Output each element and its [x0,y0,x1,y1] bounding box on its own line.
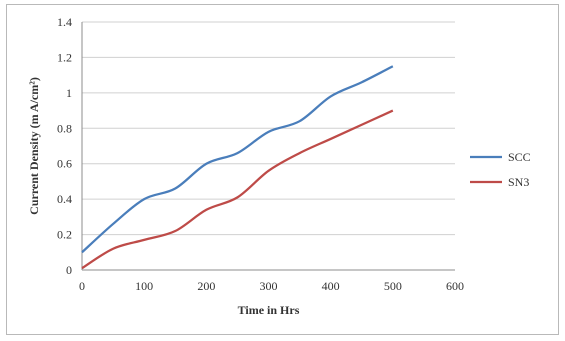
y-tick-label: 1.2 [57,50,72,64]
legend: SCC SN3 [470,150,531,189]
x-tick-label: 300 [260,279,278,293]
series-lines [81,65,394,270]
y-tick-label: 0.8 [57,121,72,135]
chart-frame [6,4,559,335]
y-tick-label: 1 [66,86,72,100]
y-tick-label: 0.4 [57,192,72,206]
y-tick-labels: 0 0.2 0.4 0.6 0.8 1 1.2 1.4 [57,15,72,277]
y-tick-label: 0.2 [57,228,72,242]
x-tick-label: 0 [79,279,85,293]
y-tick-label: 0 [66,263,72,277]
y-tick-label: 0.6 [57,157,72,171]
series-line-scc [81,65,394,254]
x-tick-labels: 0 100 200 300 400 500 600 [79,279,464,293]
y-tick-label: 1.4 [57,15,72,29]
legend-label-scc: SCC [508,150,531,164]
x-tick-label: 500 [384,279,402,293]
x-tick-label: 600 [446,279,464,293]
y-axis-title: Current Density (m A/cm²) [27,77,41,215]
x-tick-label: 100 [135,279,153,293]
series-line-sn3 [81,109,394,270]
x-axis-title: Time in Hrs [238,303,300,317]
x-tick-label: 200 [197,279,215,293]
x-tick-label: 400 [322,279,340,293]
legend-label-sn3: SN3 [508,175,529,189]
axes [81,22,455,271]
